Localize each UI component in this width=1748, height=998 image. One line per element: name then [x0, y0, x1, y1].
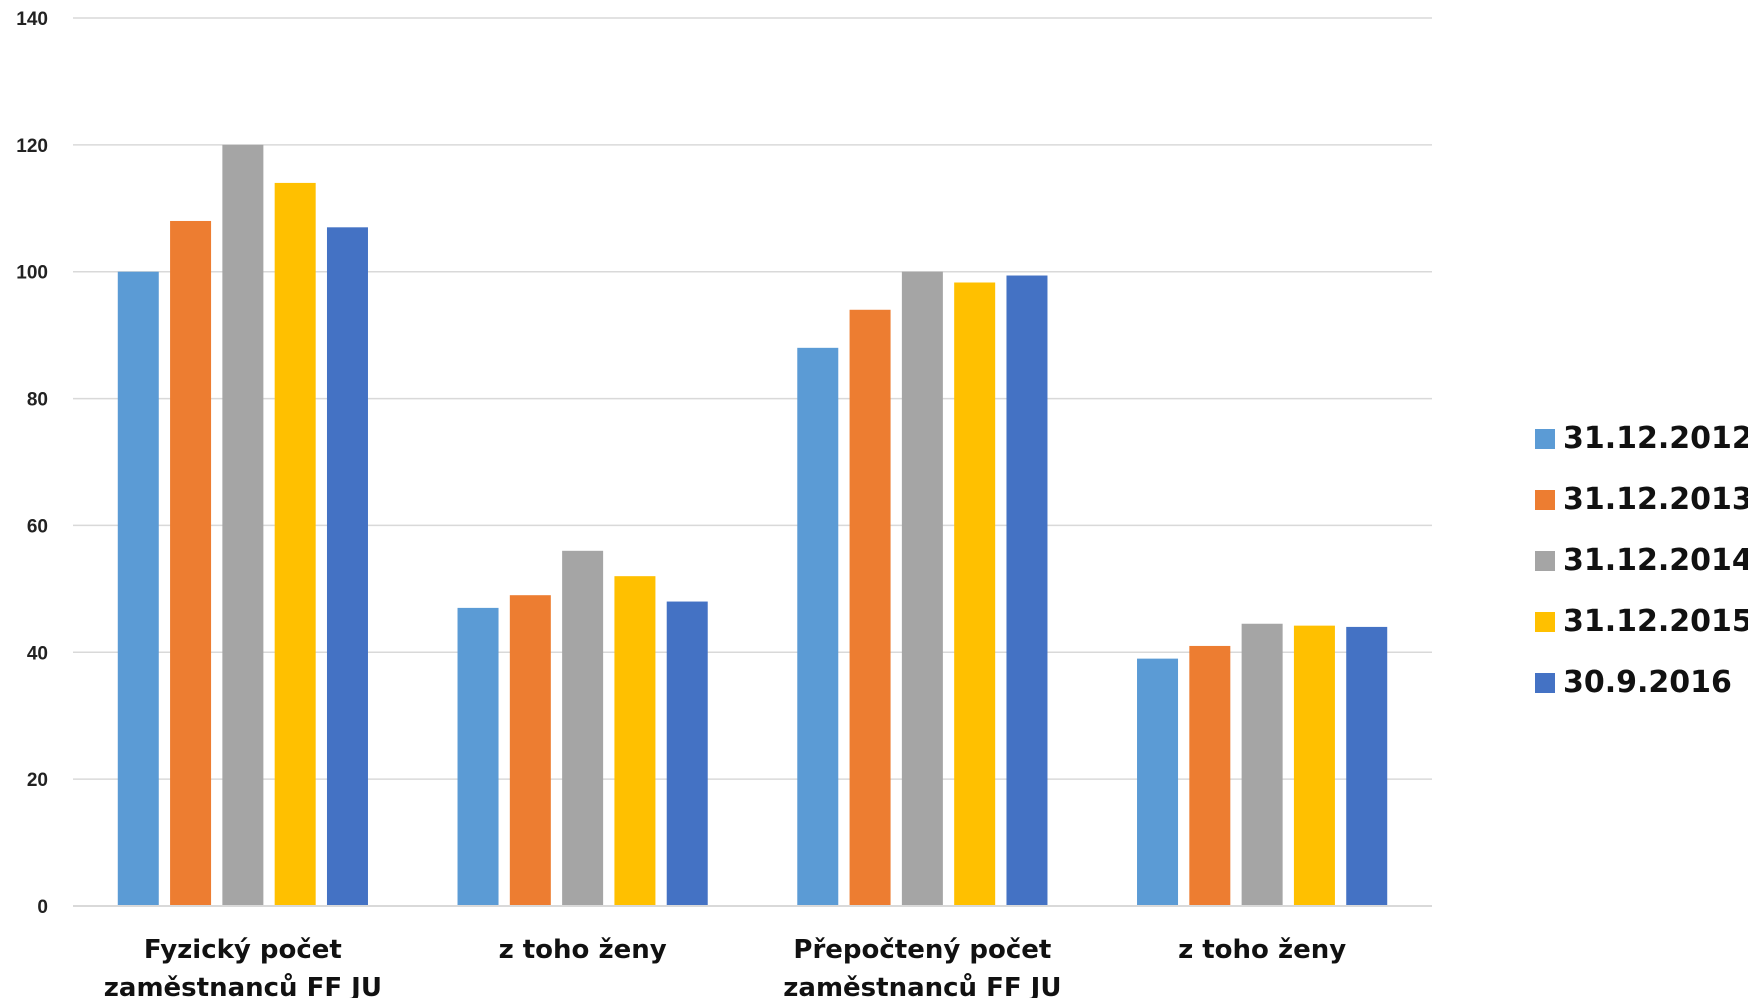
legend-swatch-2014	[1535, 550, 1555, 571]
bar	[614, 576, 656, 906]
bar	[1293, 625, 1335, 906]
x-tick-label-line: z toho ženy	[499, 935, 667, 965]
legend-item-2016: 30.9.2016	[1535, 652, 1735, 713]
bar	[509, 595, 551, 906]
bar	[954, 282, 996, 906]
bar	[901, 271, 943, 906]
bar	[170, 220, 212, 906]
bar	[117, 271, 159, 906]
legend-item-2013: 31.12.2013	[1535, 469, 1748, 530]
x-tick-label: z toho ženy	[499, 935, 667, 965]
bar	[1006, 275, 1048, 906]
bar	[457, 607, 499, 906]
legend-item-2012: 31.12.2012	[1535, 408, 1748, 469]
x-tick-label-line: Přepočtený počet	[793, 935, 1051, 965]
bar	[797, 347, 839, 906]
legend-label-2014: 31.12.2014	[1563, 543, 1748, 578]
bar	[1189, 645, 1231, 906]
bar	[849, 309, 891, 906]
legend-label-2016: 30.9.2016	[1563, 665, 1732, 700]
legend-label-2013: 31.12.2013	[1563, 482, 1748, 517]
bar	[1346, 626, 1388, 906]
y-tick-label: 40	[27, 643, 48, 664]
legend-label-2012: 31.12.2012	[1563, 421, 1748, 456]
legend-swatch-2013	[1535, 489, 1555, 510]
bar	[222, 144, 264, 906]
bar	[274, 182, 316, 906]
legend-swatch-2012	[1535, 428, 1555, 449]
x-tick-label: Fyzický počet zaměstnanců FF JU	[104, 935, 382, 998]
y-tick-label: 60	[27, 516, 48, 537]
y-tick-label: 120	[16, 136, 48, 157]
x-tick-label-line: z toho ženy	[1178, 935, 1346, 965]
bar	[562, 550, 604, 906]
y-tick-label: 20	[27, 770, 48, 791]
y-tick-label: 80	[27, 390, 48, 411]
x-tick-label-line: zaměstnanců FF JU	[783, 972, 1061, 998]
legend-swatch-2015	[1535, 611, 1555, 632]
bar	[666, 601, 708, 906]
x-tick-label-line: Fyzický počet	[144, 935, 342, 965]
x-tick-label-line: zaměstnanců FF JU	[104, 972, 382, 998]
x-tick-label: Přepočtený počet zaměstnanců FF JU	[783, 935, 1061, 998]
bar	[326, 227, 368, 907]
legend-item-2014: 31.12.2014	[1535, 530, 1748, 591]
legend: 31.12.2012 31.12.2013 31.12.2014 31.12.2…	[1535, 408, 1748, 713]
legend-item-2015: 31.12.2015	[1535, 591, 1748, 652]
legend-label-2015: 31.12.2015	[1563, 604, 1748, 639]
y-tick-label: 0	[37, 897, 48, 918]
legend-swatch-2016	[1535, 672, 1555, 693]
bar	[1241, 623, 1283, 906]
y-tick-label: 100	[16, 263, 48, 284]
x-tick-label: z toho ženy	[1178, 935, 1346, 965]
bar	[1137, 658, 1179, 906]
y-tick-label: 140	[16, 9, 48, 30]
